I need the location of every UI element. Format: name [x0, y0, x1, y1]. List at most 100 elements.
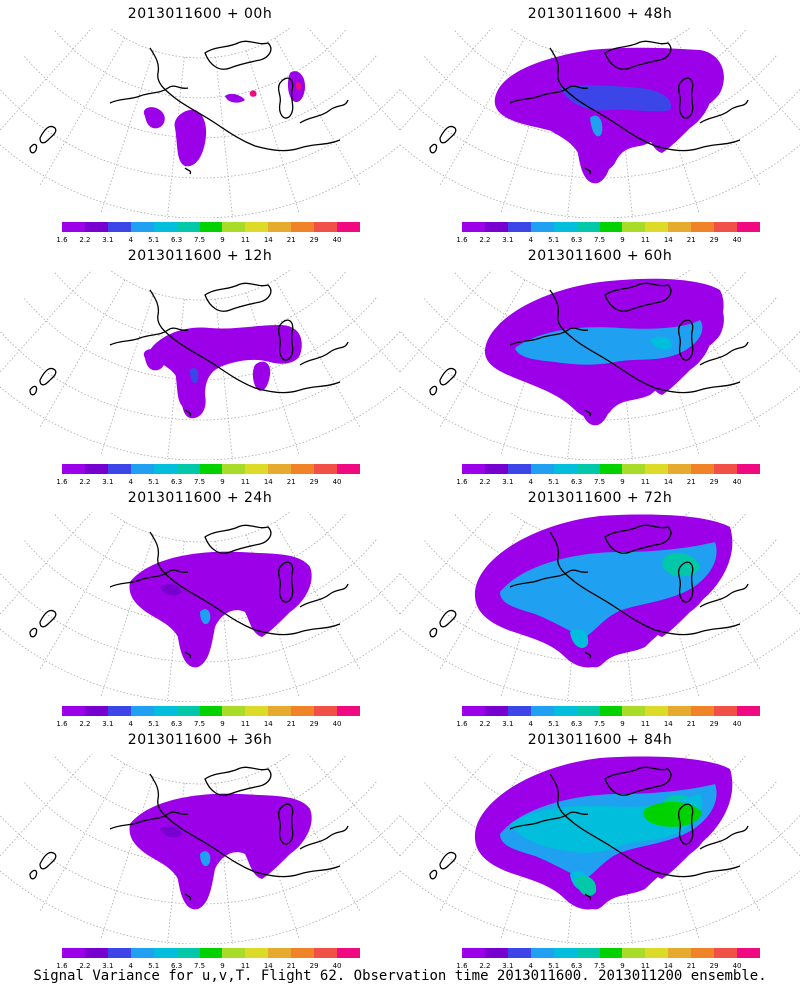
colorbar-swatch [622, 706, 646, 716]
map-panel: 2013011600 + 12h 1.6 2.2 3.1 4 5.1 6.3 7.5 9 11 14… [0, 242, 400, 487]
colorbar-swatch [507, 464, 531, 474]
colorbar-tick-label: 40 [332, 962, 342, 970]
colorbar-tick-label: 3.1 [102, 962, 114, 970]
colorbar-swatch [553, 948, 577, 958]
colorbar-swatch [245, 948, 269, 958]
colorbar-tick-label: 29 [709, 720, 719, 728]
colorbar-tick-label: 1.6 [456, 720, 468, 728]
colorbar [462, 948, 760, 958]
colorbar-swatch [645, 706, 669, 716]
colorbar-tick-label: 4 [528, 236, 533, 244]
colorbar-swatch [484, 948, 508, 958]
colorbar-swatch [691, 948, 715, 958]
colorbar-tick-label: 14 [263, 962, 273, 970]
colorbar-tick-label: 9 [220, 478, 225, 486]
colorbar-swatch [107, 222, 131, 232]
colorbar-swatch [714, 222, 738, 232]
colorbar-tick-label: 1.6 [456, 962, 468, 970]
colorbar-tick-label: 7.5 [593, 962, 606, 970]
colorbar-swatch [199, 706, 223, 716]
colorbar-tick-label: 14 [663, 962, 673, 970]
colorbar-swatch [714, 948, 738, 958]
variance-field [129, 793, 312, 910]
colorbar-swatch [222, 222, 246, 232]
map-panel: 2013011600 + 60h 1.6 2.2 3.1 4 5.1 6.3 7.5 9 11 14… [400, 242, 800, 487]
colorbar [462, 706, 760, 716]
panel-title: 2013011600 + 84h [527, 732, 673, 748]
colorbar-swatch [576, 222, 600, 232]
colorbar-swatch [84, 706, 108, 716]
colorbar-ticks: 1.6 2.2 3.1 4 5.1 6.3 7.5 9 11 14 21 29 40 [56, 962, 360, 972]
colorbar-tick-label: 7.5 [193, 478, 206, 486]
colorbar-swatch [291, 706, 315, 716]
variance-contour [500, 542, 717, 637]
colorbar-swatch [530, 222, 554, 232]
colorbar-swatch [222, 464, 246, 474]
colorbar-swatch [314, 706, 338, 716]
colorbar-tick-label: 2.2 [479, 478, 491, 486]
coastlines [429, 282, 749, 417]
colorbar-tick-label: 5.1 [548, 720, 560, 728]
colorbar-swatch [668, 464, 692, 474]
figure-caption: Signal Variance for u,v,T. Flight 62. Ob… [33, 968, 767, 984]
colorbar-swatch [484, 464, 508, 474]
colorbar-tick-label: 5.1 [548, 962, 560, 970]
variance-contour [590, 115, 603, 137]
colorbar-tick-label: 5.1 [548, 236, 560, 244]
colorbar-swatch [553, 706, 577, 716]
colorbar-tick-label: 7.5 [193, 962, 206, 970]
colorbar-tick-label: 5.1 [148, 962, 160, 970]
colorbar-tick-label: 3.1 [102, 720, 114, 728]
colorbar-swatch [62, 464, 85, 474]
map-panel: 2013011600 + 24h 1.6 2.2 3.1 4 5.1 6.3 7.5 9 11 14… [0, 484, 400, 729]
colorbar [62, 464, 360, 474]
colorbar-tick-label: 6.3 [571, 720, 583, 728]
colorbar-swatch [245, 222, 269, 232]
colorbar-tick-label: 5.1 [548, 478, 560, 486]
polar-map [400, 512, 800, 702]
variance-contour [252, 361, 271, 391]
map-panel: 2013011600 + 00h 1.6 2.2 3.1 4 5.1 6.3 7.5 9 11 14… [0, 0, 400, 245]
colorbar-swatch [553, 464, 577, 474]
colorbar-swatch [462, 464, 485, 474]
colorbar-tick-label: 11 [240, 236, 250, 244]
variance-field [143, 325, 302, 419]
polar-map [400, 754, 800, 944]
variance-contour [160, 584, 182, 596]
colorbar-tick-label: 29 [309, 720, 319, 728]
colorbar-tick-label: 40 [332, 720, 342, 728]
colorbar-swatch [553, 222, 577, 232]
colorbar-swatch [668, 948, 692, 958]
colorbar-swatch [714, 706, 738, 716]
colorbar-tick-label: 2.2 [479, 962, 491, 970]
colorbar-tick-label: 1.6 [456, 478, 468, 486]
colorbar-swatch [107, 706, 131, 716]
colorbar-swatch [176, 706, 200, 716]
colorbar-swatch [337, 222, 360, 232]
colorbar-tick-label: 3.1 [502, 962, 514, 970]
colorbar-tick-label: 2.2 [79, 720, 91, 728]
polar-map [0, 512, 400, 702]
colorbar-swatch [737, 464, 760, 474]
colorbar-tick-label: 7.5 [593, 720, 606, 728]
colorbar-tick-label: 14 [263, 720, 273, 728]
colorbar-tick-label: 11 [240, 962, 250, 970]
colorbar-swatch [691, 222, 715, 232]
colorbar-tick-label: 7.5 [593, 236, 606, 244]
map-panel: 2013011600 + 84h 1.6 2.2 3.1 4 5.1 6.3 7.5 9 11 14… [400, 726, 800, 971]
colorbar-tick-label: 4 [128, 478, 133, 486]
colorbar-tick-label: 6.3 [571, 478, 583, 486]
colorbar-tick-label: 14 [663, 720, 673, 728]
colorbar-tick-label: 2.2 [79, 236, 91, 244]
colorbar [62, 948, 360, 958]
colorbar-tick-label: 21 [686, 962, 696, 970]
colorbar-swatch [507, 222, 531, 232]
colorbar-ticks: 1.6 2.2 3.1 4 5.1 6.3 7.5 9 11 14 21 29 40 [456, 478, 760, 488]
colorbar [62, 706, 360, 716]
colorbar-swatch [530, 948, 554, 958]
variance-contour [515, 320, 703, 365]
variance-contour [296, 82, 302, 91]
colorbar-swatch [62, 948, 85, 958]
colorbar-tick-label: 11 [640, 236, 650, 244]
colorbar-swatch [314, 222, 338, 232]
